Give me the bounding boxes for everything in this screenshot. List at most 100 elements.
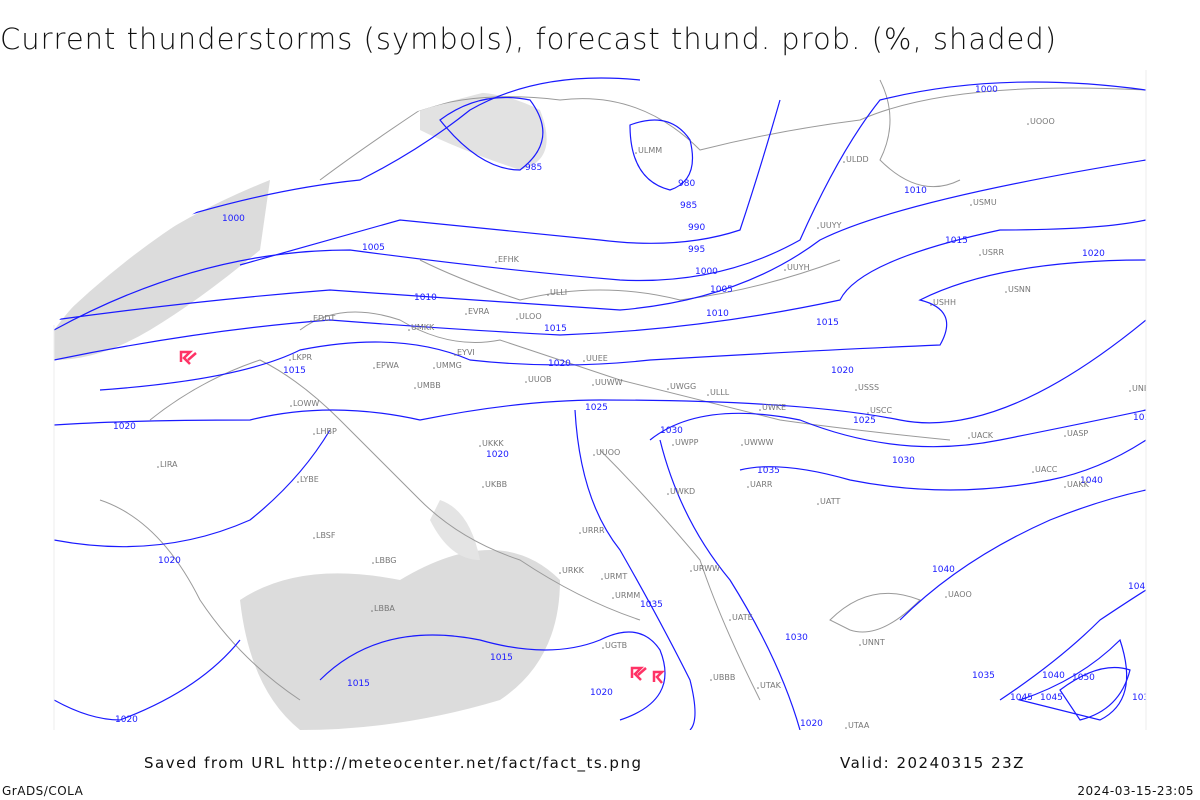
station-dot <box>855 389 857 391</box>
station-dot <box>157 466 159 468</box>
isobar-label: 985 <box>680 201 697 211</box>
station-label: UUOB <box>528 375 552 384</box>
station-dot <box>372 562 374 564</box>
software-credit: GrADS/COLA <box>2 784 84 798</box>
isobar-label: 1050 <box>1072 673 1095 683</box>
station-dot <box>817 503 819 505</box>
station-label: LHBP <box>316 427 337 436</box>
station-dot <box>408 329 410 331</box>
station-label: UOOO <box>1030 117 1055 126</box>
isobar-label: 1015 <box>347 679 370 689</box>
isobar-label: 1005 <box>710 285 733 295</box>
station-label: UMBB <box>417 381 441 390</box>
isobar-label: 1030 <box>660 426 683 436</box>
station-label: UAOO <box>948 590 972 599</box>
station-label: UKKK <box>482 439 504 448</box>
station-label: USNN <box>1008 285 1031 294</box>
station-dot <box>583 360 585 362</box>
station-dot <box>1064 486 1066 488</box>
station-label: EFHK <box>498 255 520 264</box>
isobars <box>54 77 1146 731</box>
station-dot <box>867 412 869 414</box>
station-dot <box>1064 435 1066 437</box>
station-dot <box>817 227 819 229</box>
station-dot <box>945 596 947 598</box>
station-label: UWKD <box>670 487 695 496</box>
station-dot <box>930 304 932 306</box>
station-dot <box>612 597 614 599</box>
station-dot <box>414 387 416 389</box>
isobar-label: 1035 <box>1133 413 1156 423</box>
station-label: USMU <box>973 198 997 207</box>
station-label: URWW <box>693 564 720 573</box>
station-dot <box>843 161 845 163</box>
station-dot <box>672 444 674 446</box>
station-label: EYVI <box>457 348 475 357</box>
station-dot <box>433 367 435 369</box>
station-label: UMMG <box>436 361 462 370</box>
station-label: UAKK <box>1067 480 1090 489</box>
station-dot <box>970 204 972 206</box>
station-dot <box>667 388 669 390</box>
isobar-label: 1015 <box>544 324 567 334</box>
station-label: UWGG <box>670 382 696 391</box>
station-label: UNBB <box>1132 384 1155 393</box>
thunderstorm-icon <box>179 350 197 365</box>
isobar-label: 1035 <box>972 671 995 681</box>
station-dot <box>313 433 315 435</box>
isobar-label: 995 <box>688 245 705 255</box>
station-dot <box>784 269 786 271</box>
station-label: UARR <box>750 480 773 489</box>
station-dot <box>979 254 981 256</box>
station-label: URMM <box>615 591 640 600</box>
isobar-label: 1025 <box>585 403 608 413</box>
station-dot <box>465 313 467 315</box>
station-label: UUWW <box>595 378 623 387</box>
station-label: LYBE <box>300 475 319 484</box>
station-dot <box>968 437 970 439</box>
station-dot <box>313 537 315 539</box>
isobar-label: 990 <box>688 223 705 233</box>
station-label: UTAA <box>848 721 870 730</box>
thunderstorm-icon <box>652 670 666 684</box>
isobar-label: 1040 <box>1042 671 1065 681</box>
station-label: UUYY <box>820 221 842 230</box>
isobar-label: 1040 <box>1080 476 1103 486</box>
station-label: UWWW <box>744 438 774 447</box>
station-dot <box>690 570 692 572</box>
station-label: LIRA <box>160 460 178 469</box>
station-dot <box>495 261 497 263</box>
isobar-label: 1020 <box>115 715 138 725</box>
station-dot <box>747 486 749 488</box>
isobar-label: 1000 <box>975 85 998 95</box>
isobar-label: 1015 <box>945 236 968 246</box>
generated-timestamp: 2024-03-15-23:05 <box>1077 784 1194 798</box>
isobar-label: 1020 <box>1082 249 1105 259</box>
station-label: UASP <box>1067 429 1088 438</box>
station-label: UGTB <box>605 641 627 650</box>
station-dot <box>592 384 594 386</box>
isobar-label: 980 <box>678 179 695 189</box>
station-dot <box>479 445 481 447</box>
station-dot <box>1129 390 1131 392</box>
station-dot <box>845 727 847 729</box>
station-dot <box>297 481 299 483</box>
station-label: UUYH <box>787 263 810 272</box>
station-dot <box>707 394 709 396</box>
isobar-label: 1035 <box>757 466 780 476</box>
station-dot <box>729 619 731 621</box>
station-dot <box>1005 291 1007 293</box>
thunderstorm-icon <box>630 666 647 681</box>
isobar-label: 1020 <box>158 556 181 566</box>
station-label: USHH <box>933 298 956 307</box>
isobar-label: 1020 <box>548 359 571 369</box>
station-label: UACC <box>1035 465 1058 474</box>
isobar-label: 1030 <box>1132 693 1155 703</box>
station-label: UUEE <box>586 354 608 363</box>
station-label: UNNT <box>862 638 885 647</box>
isobar-label: 1020 <box>590 688 613 698</box>
station-dot <box>757 687 759 689</box>
station-dot <box>373 367 375 369</box>
station-label: UWPP <box>675 438 699 447</box>
isobar-label: 1000 <box>222 214 245 224</box>
